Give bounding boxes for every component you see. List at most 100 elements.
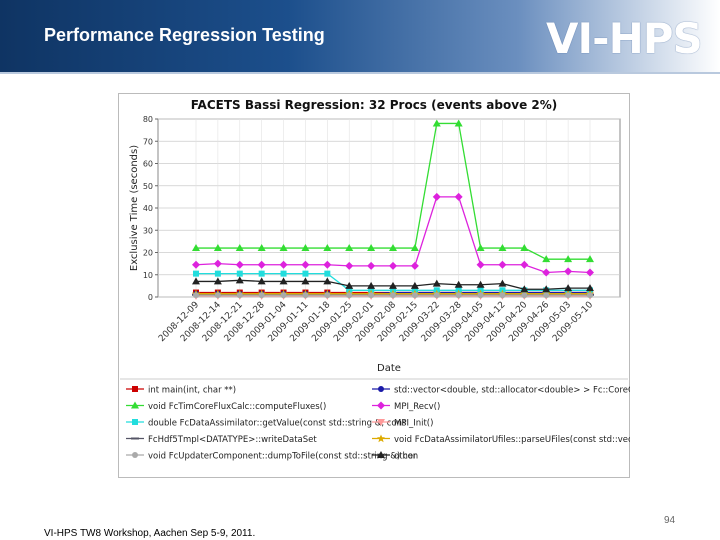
data-point: [302, 270, 309, 277]
data-point: [432, 119, 441, 127]
data-point: [236, 292, 243, 299]
data-point: [389, 261, 397, 270]
data-point: [213, 259, 222, 268]
data-point: [279, 277, 288, 285]
data-point: [499, 292, 506, 299]
chart-panel: FACETS Bassi Regression: 32 Procs (event…: [118, 93, 683, 478]
y-tick-label: 40: [143, 204, 153, 213]
data-point: [367, 244, 376, 252]
data-point: [193, 292, 199, 299]
legend-label: MPI_Recv(): [394, 402, 440, 412]
chart-title: FACETS Bassi Regression: 32 Procs (event…: [191, 98, 558, 112]
data-point: [257, 260, 266, 269]
data-point: [586, 255, 594, 263]
data-point: [324, 270, 331, 277]
x-axis-label: Date: [377, 363, 401, 374]
legend-label: MPI_Init(): [394, 419, 433, 429]
y-tick-label: 30: [143, 226, 153, 235]
legend-marker: [377, 451, 385, 458]
page-number: 94: [664, 515, 676, 526]
y-tick-label: 70: [143, 137, 153, 146]
data-point: [542, 268, 551, 277]
y-tick-label: 20: [143, 249, 153, 258]
data-point: [323, 277, 332, 285]
data-point: [280, 292, 287, 299]
data-point: [345, 281, 354, 289]
data-point: [324, 292, 331, 299]
data-point: [410, 261, 419, 270]
data-point: [543, 292, 550, 299]
data-point: [410, 244, 419, 252]
legend-marker: [132, 419, 138, 425]
data-point: [454, 119, 463, 127]
data-point: [564, 284, 573, 292]
data-point: [345, 244, 354, 252]
series-3: [192, 192, 594, 277]
y-tick-label: 60: [143, 160, 153, 169]
regression-chart: FACETS Bassi Regression: 32 Procs (event…: [118, 93, 683, 478]
data-point: [367, 261, 376, 270]
data-point: [476, 260, 485, 269]
data-point: [454, 280, 463, 288]
data-point: [257, 277, 266, 285]
data-point: [279, 244, 288, 252]
data-point: [476, 280, 485, 288]
y-tick-label: 80: [143, 115, 153, 124]
data-point: [346, 292, 353, 299]
data-point: [586, 284, 594, 292]
legend-marker: [131, 401, 139, 409]
data-point: [542, 285, 551, 293]
data-point: [323, 244, 332, 252]
data-point: [454, 192, 463, 201]
data-point: [192, 277, 200, 285]
data-point: [236, 270, 243, 277]
legend-label: void FcTimCoreFluxCalc::computeFluxes(): [148, 402, 326, 412]
data-point: [476, 244, 485, 252]
data-point: [193, 270, 199, 277]
data-point: [192, 260, 200, 269]
data-point: [279, 260, 288, 269]
legend-label: other: [394, 452, 417, 462]
data-point: [280, 270, 287, 277]
slide-header: Performance Regression Testing VI-HPS: [0, 0, 720, 72]
data-point: [586, 268, 594, 277]
legend-label: void FcDataAssimilatorUfiles::parseUFile…: [394, 435, 630, 445]
vi-hps-logo: VI-HPS: [546, 14, 703, 63]
header-divider: [0, 72, 720, 74]
legend-marker: [131, 437, 139, 440]
legend-label: std::vector<double, std::allocator<doubl…: [394, 386, 630, 396]
series-9: [192, 276, 594, 293]
data-point: [390, 292, 396, 299]
data-point: [214, 270, 221, 277]
data-point: [213, 277, 222, 285]
series-8: [193, 292, 593, 299]
legend-marker: [377, 419, 385, 426]
y-tick-label: 0: [148, 293, 153, 302]
data-point: [411, 292, 418, 299]
data-point: [520, 260, 529, 269]
data-point: [455, 292, 462, 299]
slide-title: Performance Regression Testing: [44, 25, 325, 45]
data-point: [520, 285, 529, 293]
data-point: [301, 260, 310, 269]
legend-marker: [377, 434, 385, 443]
data-point: [564, 255, 573, 263]
data-point: [367, 281, 376, 289]
data-point: [258, 270, 265, 277]
data-point: [368, 292, 375, 299]
data-point: [542, 255, 551, 263]
legend-marker: [132, 452, 138, 458]
data-point: [301, 244, 310, 252]
legend-marker: [377, 401, 385, 410]
data-point: [192, 244, 200, 252]
legend-label: FcHdf5Tmpl<DATATYPE>::writeDataSet: [148, 435, 317, 445]
data-point: [214, 292, 221, 299]
legend-label: void FcUpdaterComponent::dumpToFile(cons…: [148, 452, 418, 462]
data-point: [345, 261, 354, 270]
data-point: [498, 244, 507, 252]
legend-label: double FcDataAssimilator::getValue(const…: [148, 419, 407, 429]
legend-marker: [132, 386, 138, 392]
data-point: [257, 244, 266, 252]
y-tick-label: 10: [143, 271, 153, 280]
data-point: [432, 279, 441, 287]
